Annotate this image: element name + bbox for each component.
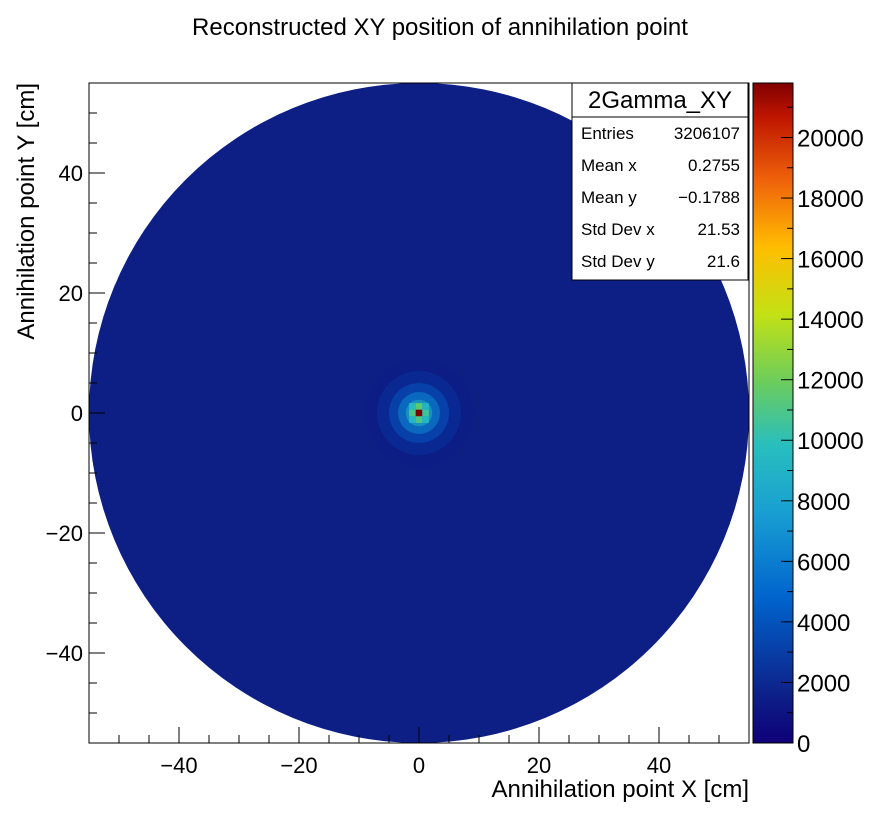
z-tick-label: 10000	[797, 428, 864, 455]
stats-row-label: Mean x	[581, 156, 637, 175]
y-tick-label: −40	[46, 641, 83, 666]
peak-bin	[415, 409, 423, 417]
y-tick-label: 40	[59, 161, 83, 186]
y-axis-ticks: −40 −20 0 20 40	[46, 112, 105, 714]
color-scale-gradient	[752, 82, 794, 744]
stats-row-value: −0.1788	[678, 188, 740, 207]
stats-row-label: Mean y	[581, 188, 637, 207]
stats-row-value: 21.6	[707, 252, 740, 271]
stats-row-value: 21.53	[697, 220, 740, 239]
peak-bin	[415, 416, 423, 423]
x-tick-label: 40	[647, 753, 671, 778]
z-tick-label: 0	[797, 731, 810, 758]
x-tick-label: −40	[160, 753, 197, 778]
stats-box-frame	[571, 82, 749, 281]
stats-row-label: Std Dev x	[581, 220, 655, 239]
peak-bin	[422, 416, 429, 423]
z-tick-label: 8000	[797, 489, 850, 516]
y-tick-label: 20	[59, 281, 83, 306]
z-tick-label: 2000	[797, 670, 850, 697]
z-tick-label: 16000	[797, 247, 864, 274]
peak-bin	[422, 409, 429, 417]
stats-box-rows: Entries 3206107 Mean x 0.2755 Mean y −0.1788 S…	[581, 124, 740, 271]
stats-box-title: 2Gamma_XY	[588, 87, 732, 114]
peak-bin	[409, 403, 416, 410]
peak-bin	[422, 403, 429, 410]
stats-row-value: 3206107	[674, 124, 740, 143]
chart-title: Reconstructed XY position of annihilatio…	[192, 14, 688, 41]
x-tick-label: 20	[527, 753, 551, 778]
color-scale-ticks: 0 2000 4000 6000 8000 10000 12000 14000 16000 180…	[781, 106, 864, 758]
color-scale: 0 2000 4000 6000 8000 10000 12000 14000 16000 180…	[752, 82, 864, 758]
x-axis-title: Annihilation point X [cm]	[492, 776, 749, 803]
z-tick-label: 18000	[797, 186, 864, 213]
y-axis-title: Annihilation point Y [cm]	[13, 83, 40, 340]
z-tick-label: 12000	[797, 368, 864, 395]
peak-bin	[415, 403, 423, 410]
peak-bin	[409, 416, 416, 423]
y-tick-label: −20	[46, 521, 83, 546]
peak-bin	[409, 409, 416, 417]
x-tick-label: −20	[280, 753, 317, 778]
z-tick-label: 6000	[797, 549, 850, 576]
x-axis-ticks: −40 −20 0 20 40	[118, 727, 720, 778]
stats-row-label: Std Dev y	[581, 252, 655, 271]
stats-box: 2Gamma_XY Entries 3206107 Mean x 0.2755 Mean…	[571, 82, 749, 281]
y-tick-label: 0	[71, 401, 83, 426]
stats-row-value: 0.2755	[688, 156, 740, 175]
z-tick-label: 4000	[797, 610, 850, 637]
stats-row-label: Entries	[581, 124, 634, 143]
z-tick-label: 20000	[797, 125, 864, 152]
z-tick-label: 14000	[797, 307, 864, 334]
x-tick-label: 0	[413, 753, 425, 778]
